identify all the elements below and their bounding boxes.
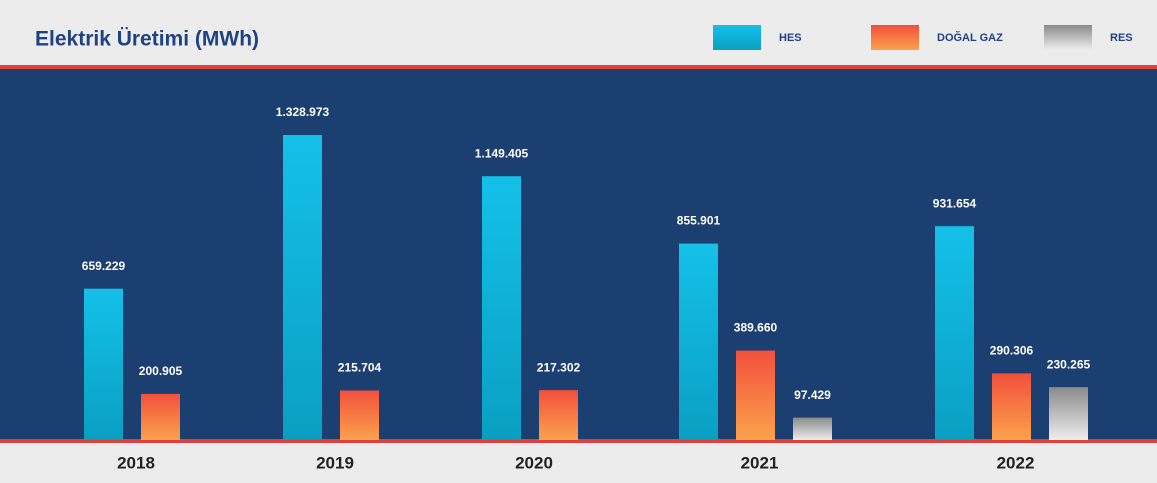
bar	[141, 393, 180, 440]
chart-title: Elektrik Üretimi (MWh)	[35, 28, 259, 51]
bottom-rule	[0, 439, 1157, 443]
value-label: 389.660	[734, 321, 778, 335]
value-label: 1.328.973	[276, 105, 330, 119]
x-tick-label: 2021	[741, 453, 779, 472]
legend-swatch	[1044, 25, 1092, 50]
value-label: 290.306	[990, 344, 1034, 358]
value-label: 1.149.405	[475, 146, 529, 160]
legend-swatch	[713, 25, 761, 50]
bar	[679, 243, 718, 440]
legend-swatch	[871, 25, 919, 50]
legend-label: DOĞAL GAZ	[937, 31, 1003, 44]
value-label: 215.704	[338, 361, 382, 375]
x-tick-label: 2018	[117, 453, 155, 472]
bar	[340, 390, 379, 440]
value-label: 217.302	[537, 360, 581, 374]
bar	[736, 350, 775, 440]
value-label: 659.229	[82, 259, 126, 273]
x-tick-label: 2019	[316, 453, 354, 472]
bar	[935, 226, 974, 440]
x-tick-label: 2020	[515, 453, 553, 472]
top-rule	[0, 65, 1157, 69]
bar	[84, 288, 123, 440]
bar	[793, 417, 832, 440]
value-label: 931.654	[933, 196, 977, 210]
bar	[482, 176, 521, 441]
value-label: 200.905	[139, 364, 183, 378]
legend-label: RES	[1110, 32, 1133, 44]
bar	[992, 373, 1031, 440]
bar	[283, 135, 322, 440]
x-tick-label: 2022	[997, 453, 1035, 472]
value-label: 855.901	[677, 214, 721, 228]
legend-label: HES	[779, 32, 802, 44]
plot-area	[0, 68, 1157, 440]
bar	[1049, 387, 1088, 440]
value-label: 230.265	[1047, 357, 1091, 371]
bar	[539, 390, 578, 440]
value-label: 97.429	[794, 388, 831, 402]
